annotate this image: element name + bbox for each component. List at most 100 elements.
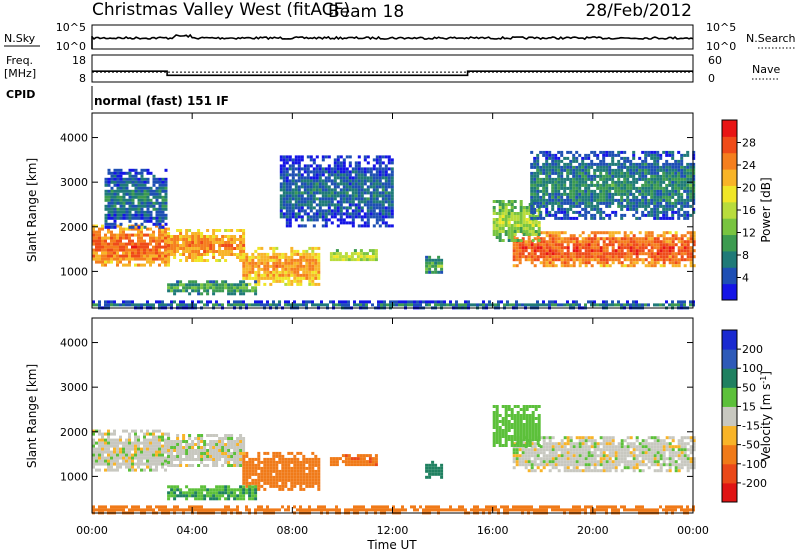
power-cell bbox=[107, 251, 110, 255]
velocity-cell bbox=[170, 446, 174, 449]
power-cell bbox=[161, 260, 164, 264]
power-cell bbox=[366, 155, 370, 159]
power-cell bbox=[378, 191, 382, 195]
power-cell bbox=[191, 300, 194, 304]
power-cell bbox=[200, 232, 204, 235]
power-cell bbox=[653, 207, 657, 211]
power-cell bbox=[176, 280, 180, 284]
power-cell bbox=[212, 283, 216, 287]
power-cell bbox=[339, 173, 343, 177]
power-cell bbox=[366, 179, 370, 183]
power-cell bbox=[164, 201, 168, 205]
power-cell bbox=[164, 245, 167, 249]
power-cell bbox=[599, 237, 603, 241]
power-cell bbox=[410, 300, 413, 304]
power-cell bbox=[122, 245, 125, 249]
power-cell bbox=[251, 264, 255, 268]
velocity-cell bbox=[239, 458, 243, 461]
power-cell bbox=[638, 249, 642, 253]
power-cell bbox=[107, 254, 110, 258]
power-cell bbox=[635, 210, 639, 214]
power-cell bbox=[317, 303, 320, 307]
power-cell bbox=[569, 240, 573, 244]
velocity-cell bbox=[227, 449, 231, 452]
velocity-cell bbox=[191, 443, 195, 446]
power-cell bbox=[206, 235, 210, 238]
power-cell bbox=[644, 213, 648, 217]
power-cell bbox=[554, 249, 558, 253]
power-cell bbox=[245, 258, 249, 262]
power-cell bbox=[227, 292, 231, 296]
power-cell bbox=[197, 289, 201, 293]
power-cell bbox=[197, 229, 201, 232]
power-cell bbox=[548, 177, 552, 181]
power-cell bbox=[363, 179, 367, 183]
power-cell bbox=[173, 253, 177, 256]
velocity-cell bbox=[92, 459, 95, 463]
velocity-cell bbox=[95, 468, 98, 472]
power-cell bbox=[311, 276, 315, 280]
power-cell bbox=[375, 179, 379, 183]
power-cell bbox=[137, 195, 141, 199]
power-cell bbox=[369, 209, 373, 213]
power-cell bbox=[635, 303, 638, 307]
power-cell bbox=[617, 159, 621, 163]
power-cell bbox=[428, 270, 432, 274]
power-cell bbox=[563, 180, 567, 184]
power-cell bbox=[146, 213, 150, 217]
power-cell bbox=[677, 237, 681, 241]
power-cell bbox=[638, 231, 642, 235]
freq-unit-label: [MHz] bbox=[4, 67, 36, 80]
power-cell bbox=[593, 207, 597, 211]
power-cell bbox=[533, 210, 537, 214]
velocity-cell bbox=[281, 460, 285, 464]
power-cell bbox=[92, 227, 95, 231]
power-cell bbox=[333, 176, 337, 180]
power-cell bbox=[512, 237, 516, 241]
power-cell bbox=[351, 212, 355, 216]
power-cell bbox=[692, 264, 696, 268]
power-cell bbox=[560, 171, 564, 175]
power-cell bbox=[318, 206, 322, 210]
velocity-cell bbox=[128, 435, 131, 439]
power-cell bbox=[644, 201, 648, 205]
velocity-cell bbox=[317, 484, 321, 488]
power-cell bbox=[119, 198, 123, 202]
power-cell bbox=[110, 300, 113, 304]
power-cell bbox=[437, 270, 441, 274]
power-cell bbox=[203, 238, 207, 241]
power-cell bbox=[623, 183, 627, 187]
power-cell bbox=[587, 201, 591, 205]
power-cell bbox=[522, 209, 526, 212]
power-cell bbox=[285, 212, 289, 216]
power-cell bbox=[647, 210, 651, 214]
power-cell bbox=[575, 180, 579, 184]
power-cell bbox=[381, 188, 385, 192]
power-cell bbox=[620, 165, 624, 169]
power-cell bbox=[285, 218, 289, 222]
power-cell bbox=[339, 170, 343, 174]
power-cell bbox=[495, 221, 499, 224]
power-cell bbox=[167, 263, 170, 267]
power-cell bbox=[498, 212, 502, 215]
power-cell bbox=[288, 218, 292, 222]
power-cell bbox=[560, 168, 564, 172]
velocity-cell bbox=[257, 472, 261, 476]
power-cell bbox=[671, 258, 675, 262]
power-cell bbox=[575, 249, 579, 253]
power-cell bbox=[566, 207, 570, 211]
power-cell bbox=[257, 261, 261, 265]
velocity-cell bbox=[221, 449, 225, 452]
velocity-cell bbox=[215, 443, 219, 446]
power-cell bbox=[297, 203, 301, 207]
power-cell bbox=[671, 153, 675, 157]
power-cell bbox=[375, 203, 379, 207]
power-cell bbox=[665, 183, 669, 187]
power-cell bbox=[545, 246, 549, 250]
power-cell bbox=[671, 303, 674, 307]
power-cell bbox=[101, 257, 104, 261]
velocity-cell bbox=[242, 472, 246, 476]
power-cell bbox=[689, 300, 692, 304]
power-cell bbox=[501, 212, 505, 215]
power-cell bbox=[689, 213, 693, 217]
